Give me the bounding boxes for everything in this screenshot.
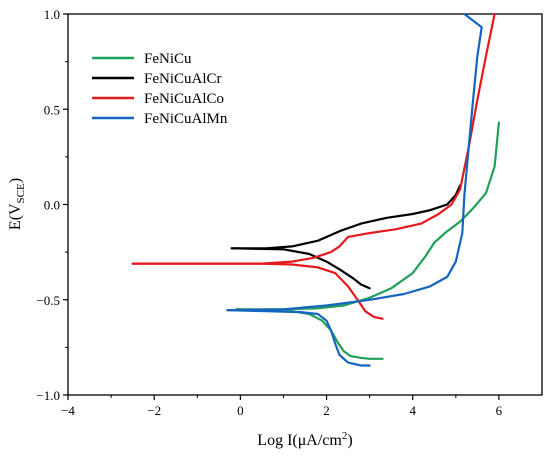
series-line-fenicualmn-cathodic — [226, 309, 371, 367]
x-axis-title-close: ) — [347, 432, 352, 449]
series-line-fenicu-anodic — [235, 121, 500, 311]
legend-label-fenicu: FeNiCu — [144, 51, 192, 67]
x-tick-label: 6 — [496, 403, 503, 418]
y-axis-title-sub: SCE — [15, 183, 27, 203]
series-line-fenicualcr-cathodic — [230, 247, 371, 290]
x-axis-title-sup: 2 — [342, 430, 348, 442]
y-tick-label: −1.0 — [36, 388, 60, 403]
y-axis-title: E(VSCE) — [7, 178, 27, 230]
y-axis-title-main: E(V — [7, 203, 24, 230]
series-layer — [131, 12, 500, 367]
x-tick-label: −2 — [147, 403, 161, 418]
legend-label-fenicualcr: FeNiCuAlCr — [144, 71, 222, 87]
x-tick-label: 2 — [323, 403, 330, 418]
x-tick-label: 0 — [237, 403, 244, 418]
y-tick-label: 0.5 — [44, 102, 60, 117]
series-line-fenicualco-cathodic — [131, 262, 384, 320]
x-tick-label: 4 — [409, 403, 416, 418]
ticks-layer: −4 −2 0 2 4 6 −1.0 −0.5 0.0 0.5 1.0 — [36, 7, 502, 418]
x-axis-title: Log I(μA/cm2) — [257, 430, 352, 449]
x-axis-title-main: Log I(μA/cm — [257, 432, 342, 449]
legend-label-fenicualmn: FeNiCuAlMn — [144, 111, 228, 127]
series-line-fenicualco-anodic — [131, 12, 496, 265]
y-tick-label: 0.0 — [44, 198, 60, 213]
y-tick-label: −0.5 — [36, 293, 60, 308]
y-tick-label: 1.0 — [44, 7, 60, 22]
legend: FeNiCu FeNiCuAlCr FeNiCuAlCo FeNiCuAlMn — [92, 51, 228, 127]
series-line-fenicu-cathodic — [235, 308, 384, 360]
legend-label-fenicualco: FeNiCuAlCo — [144, 91, 224, 107]
series-line-fenicualmn-anodic — [226, 12, 483, 312]
x-tick-label: −4 — [61, 403, 75, 418]
plot-frame — [67, 13, 543, 396]
y-axis-title-close: ) — [7, 178, 24, 183]
series-line-fenicualcr-anodic — [230, 184, 462, 250]
